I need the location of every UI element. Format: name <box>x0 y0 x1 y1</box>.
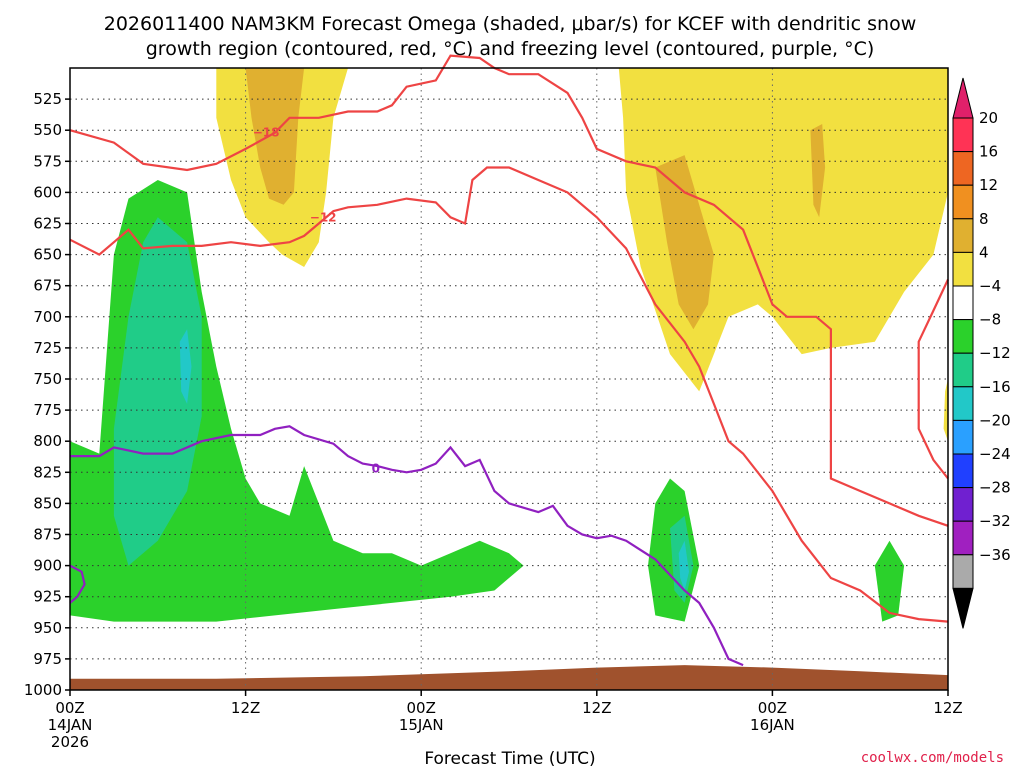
y-tick-label-700: 700 <box>33 308 62 326</box>
y-tick-label-825: 825 <box>33 463 62 481</box>
colorbar-label-0: 20 <box>979 109 998 127</box>
contour-line--12-right <box>917 279 949 480</box>
colorbar-swatch-7 <box>952 352 974 388</box>
colorbar-label-3: 8 <box>979 210 989 228</box>
x-tick-label-60: 12Z <box>933 699 962 717</box>
omega-shading <box>70 61 948 678</box>
terrain <box>70 665 948 690</box>
y-tick-label-1000: 1000 <box>24 681 62 699</box>
colorbar-swatch-6 <box>952 319 974 354</box>
contour-label-0: 0 <box>372 462 380 476</box>
colorbar-label-4: 4 <box>979 243 989 261</box>
omega-region-21 <box>810 124 826 218</box>
contour-label-text: 0 <box>372 462 380 476</box>
y-tick-label-650: 650 <box>33 246 62 264</box>
terrain-fill <box>70 665 948 690</box>
y-tick-label-750: 750 <box>33 370 62 388</box>
contour-label--12: −12 <box>310 210 337 224</box>
colorbar-swatch-4 <box>952 251 974 287</box>
colorbar: 20 16 12 8 4 −4 −8 −12 −16 −20 −24 −28 −32 −36 <box>952 77 1011 629</box>
colorbar-swatch-12 <box>952 520 974 556</box>
y-tick-label-775: 775 <box>33 401 62 419</box>
colorbar-label-8: −16 <box>979 378 1011 396</box>
colorbar-label-1: 16 <box>979 143 998 161</box>
colorbar-label-10: −24 <box>979 445 1011 463</box>
x-tick-label-0: 00Z <box>55 699 84 717</box>
contour-line-0 <box>70 425 744 667</box>
x-tick-label-12: 12Z <box>231 699 260 717</box>
colorbar-label-13: −36 <box>979 546 1011 564</box>
omega-region-3 <box>462 61 474 224</box>
y-tick-label-850: 850 <box>33 494 62 512</box>
y-tick-label-675: 675 <box>33 277 62 295</box>
y-tick-label-925: 925 <box>33 588 62 606</box>
colorbar-swatch-13 <box>952 554 974 589</box>
colorbar-swatch-10 <box>952 453 974 489</box>
y-tick-label-900: 900 <box>33 557 62 575</box>
omega-region-4 <box>435 242 448 367</box>
y-axis: 525 550 575 600 625 650 675 700 725 750 775 800 825 8… <box>24 90 70 699</box>
omega-region-7 <box>699 416 773 504</box>
y-tick-label-800: 800 <box>33 432 62 450</box>
contour-label--18: −18 <box>253 126 280 140</box>
omega-region-12 <box>874 540 905 622</box>
colorbar-swatch-0 <box>952 117 974 153</box>
colorbar-swatch-1 <box>952 151 974 186</box>
colorbar-label-9: −20 <box>979 411 1011 429</box>
omega-region-2 <box>356 211 392 342</box>
omega-region-16 <box>678 540 689 591</box>
x-tick-year-0: 2026 <box>51 733 89 751</box>
omega-region-19 <box>245 68 305 205</box>
x-tick-date-24: 15JAN <box>399 716 444 734</box>
colorbar-swatch-5 <box>952 285 974 321</box>
colorbar-label-7: −12 <box>979 344 1011 362</box>
x-tick-date-0: 14JAN <box>48 716 93 734</box>
colorbar-bottom-arrow <box>952 587 974 629</box>
colorbar-swatch-9 <box>952 419 974 455</box>
contour-line--12 <box>69 166 949 623</box>
colorbar-label-12: −32 <box>979 512 1011 530</box>
omega-region-13 <box>113 217 202 566</box>
colorbar-swatch-8 <box>952 386 974 421</box>
y-tick-label-525: 525 <box>33 90 62 108</box>
omega-region-1 <box>318 229 363 417</box>
y-tick-label-550: 550 <box>33 121 62 139</box>
x-tick-label-36: 12Z <box>582 699 611 717</box>
contours: −18 −12 0 <box>69 54 949 667</box>
colorbar-label-6: −8 <box>979 311 1001 329</box>
credit-text: coolwx.com/models <box>861 750 1004 766</box>
y-tick-label-950: 950 <box>33 619 62 637</box>
x-axis-label: Forecast Time (UTC) <box>424 749 595 768</box>
omega-region-8 <box>801 403 846 616</box>
colorbar-label-2: 12 <box>979 176 998 194</box>
contour-label-text: −18 <box>253 126 280 140</box>
plot-area: −18 −12 0 <box>69 54 949 691</box>
colorbar-swatch-2 <box>952 184 974 220</box>
contour-line--18 <box>69 54 949 527</box>
colorbar-swatch-3 <box>952 218 974 253</box>
colorbar-swatch-11 <box>952 487 974 522</box>
y-tick-label-625: 625 <box>33 215 62 233</box>
y-tick-label-575: 575 <box>33 152 62 170</box>
x-tick-label-24: 00Z <box>407 699 436 717</box>
x-tick-date-48: 16JAN <box>750 716 795 734</box>
x-tick-label-48: 00Z <box>758 699 787 717</box>
chart-title-line2: growth region (contoured, red, °C) and f… <box>146 38 875 60</box>
chart-title-line1: 2026011400 NAM3KM Forecast Omega (shaded… <box>104 13 917 35</box>
y-tick-label-600: 600 <box>33 183 62 201</box>
contour-line-0-left <box>69 564 86 604</box>
colorbar-label-5: −4 <box>979 277 1001 295</box>
y-tick-label-875: 875 <box>33 526 62 544</box>
omega-region-20 <box>655 155 714 330</box>
y-tick-label-725: 725 <box>33 339 62 357</box>
y-tick-label-975: 975 <box>33 650 62 668</box>
omega-region-15 <box>179 329 192 404</box>
omega-region-6 <box>509 366 531 442</box>
contour-label-text: −12 <box>310 210 337 224</box>
colorbar-top-arrow <box>952 77 974 119</box>
colorbar-label-11: −28 <box>979 479 1011 497</box>
